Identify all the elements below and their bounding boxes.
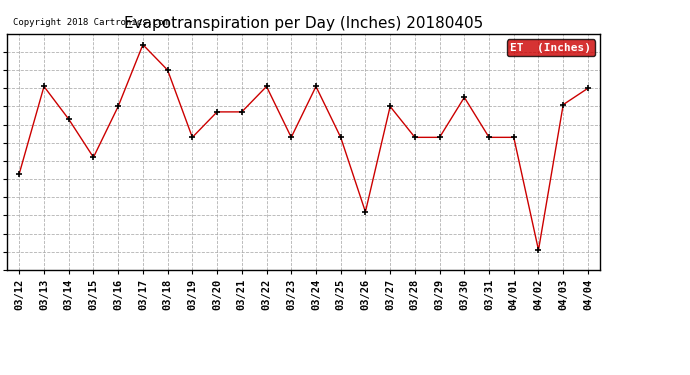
Text: Copyright 2018 Cartronics.com: Copyright 2018 Cartronics.com bbox=[13, 18, 169, 27]
Legend: ET  (Inches): ET (Inches) bbox=[507, 39, 595, 56]
Title: Evapotranspiration per Day (Inches) 20180405: Evapotranspiration per Day (Inches) 2018… bbox=[124, 16, 483, 31]
